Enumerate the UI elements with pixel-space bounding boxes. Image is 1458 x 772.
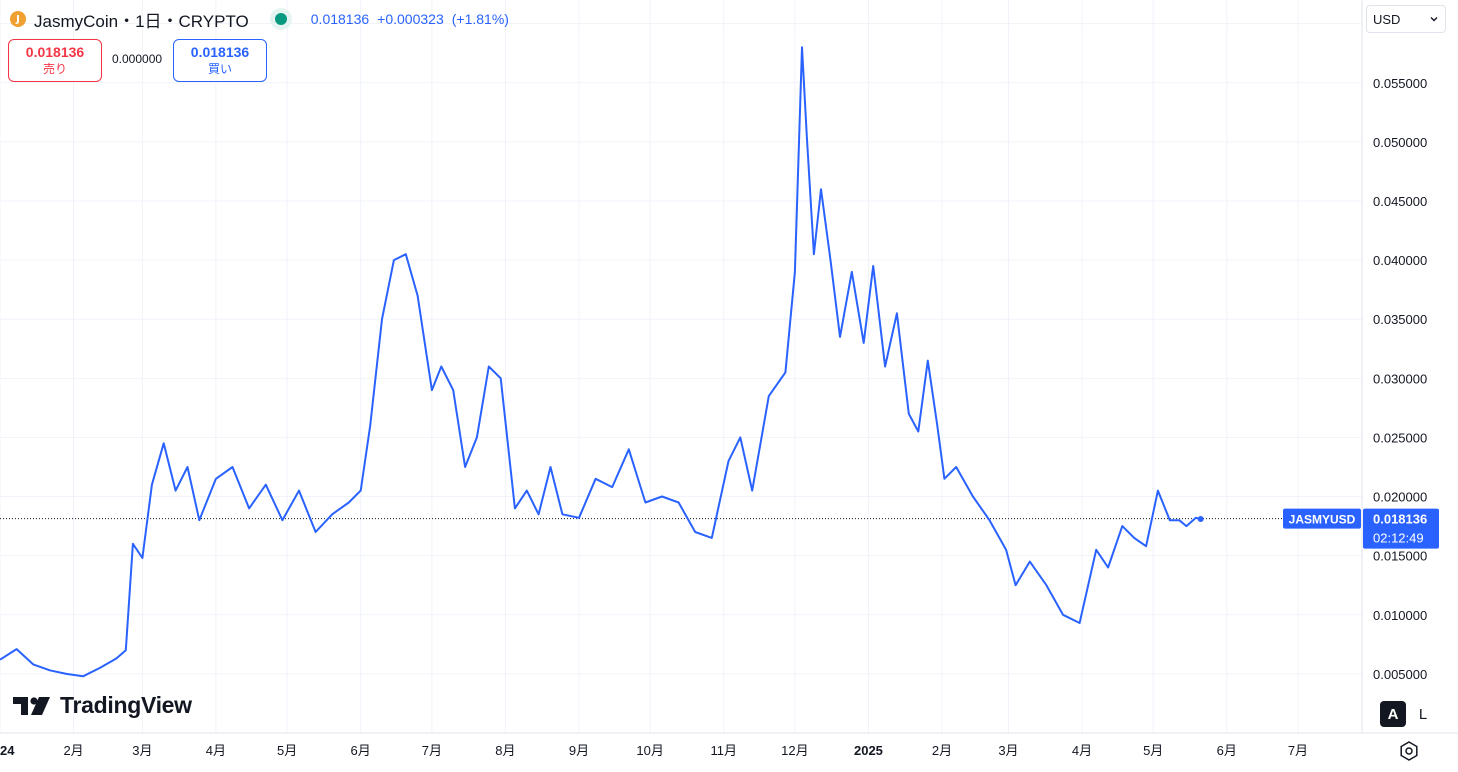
price-change-value: +0.000323 (377, 11, 444, 27)
symbol-header: J JasmyCoin・1日・CRYPTO 0.018136 +0.000323… (10, 7, 509, 31)
x-tick-label: 2月 (932, 743, 952, 758)
y-tick-label: 0.015000 (1373, 549, 1427, 564)
y-tick-label: 0.020000 (1373, 490, 1427, 505)
x-tick-label: 2月 (63, 743, 83, 758)
last-price-label: JASMYUSD 0.018136 02:12:49 (1283, 508, 1439, 549)
market-status-icon[interactable] (274, 13, 287, 25)
x-tick-label: 6月 (351, 743, 371, 758)
buy-label: 買い (207, 62, 232, 76)
y-tick-label: 0.005000 (1373, 667, 1427, 682)
x-tick-label: 4月 (1072, 743, 1092, 758)
y-tick-label: 0.035000 (1373, 312, 1427, 327)
tradingview-logo[interactable]: TradingView (12, 692, 192, 719)
x-tick-label: 3月 (998, 743, 1018, 758)
x-tick-label: 7月 (1288, 743, 1308, 758)
buy-price: 0.018136 (190, 44, 250, 60)
x-tick-label: 6月 (1217, 743, 1237, 758)
countdown-tag: 02:12:49 (1373, 531, 1424, 546)
y-tick-label: 0.010000 (1373, 608, 1427, 623)
jasmy-coin-icon: J (10, 11, 26, 27)
x-tick-label: 3月 (132, 743, 152, 758)
auto-scale-button[interactable]: A (1380, 701, 1406, 727)
x-tick-label: 11月 (710, 743, 737, 758)
log-scale-button[interactable]: L (1418, 705, 1428, 723)
price-change-percent: (+1.81%) (451, 11, 509, 27)
price-tag: 0.018136 (1373, 512, 1427, 527)
y-tick-label: 0.030000 (1373, 371, 1427, 386)
price-axis-background (1362, 0, 1458, 733)
y-tick-label: 0.055000 (1373, 76, 1427, 91)
x-tick-label: 4月 (206, 743, 226, 758)
x-tick-label: 2025 (854, 743, 883, 758)
x-tick-label: 7月 (422, 743, 442, 758)
x-tick-label: 9月 (569, 743, 589, 758)
currency-selector[interactable]: USD (1366, 5, 1446, 33)
x-tick-label: 5月 (1143, 743, 1163, 758)
x-tick-label: 12月 (781, 743, 808, 758)
y-tick-label: 0.045000 (1373, 194, 1427, 209)
sell-label: 売り (42, 62, 67, 76)
symbol-title[interactable]: JasmyCoin・1日・CRYPTO (34, 11, 249, 31)
chart-settings-icon[interactable] (1397, 739, 1421, 763)
currency-value: USD (1373, 11, 1401, 27)
tradingview-logo-text: TradingView (60, 692, 192, 718)
x-tick-label: 8月 (495, 743, 515, 758)
y-tick-label: 0.050000 (1373, 135, 1427, 150)
buy-button[interactable]: 0.018136 買い (173, 39, 267, 82)
price-series-line (0, 46, 1201, 678)
time-axis[interactable]: 2024 2月 3月 4月 5月 6月 7月 8月 9月 10月 11月 12月 2025 2月 3月 4月 5… (0, 743, 1308, 758)
tradingview-logo-icon (13, 696, 50, 715)
x-tick-label: 2024 (0, 743, 15, 758)
x-tick-label: 5月 (277, 743, 297, 758)
x-tick-label: 10月 (636, 743, 663, 758)
symbol-tag-background (1283, 508, 1361, 529)
chevron-down-icon (1430, 17, 1438, 22)
sell-button[interactable]: 0.018136 売り (8, 39, 102, 82)
symbol-tag: JASMYUSD (1289, 513, 1356, 527)
price-tag-background (1363, 508, 1439, 549)
spread-value: 0.000000 (112, 52, 163, 66)
y-tick-label: 0.025000 (1373, 430, 1427, 445)
sell-price: 0.018136 (25, 44, 85, 60)
last-price-point (1197, 516, 1204, 523)
last-price-value: 0.018136 (310, 11, 370, 27)
y-tick-label: 0.040000 (1373, 253, 1427, 268)
chart-grid (0, 0, 1362, 733)
